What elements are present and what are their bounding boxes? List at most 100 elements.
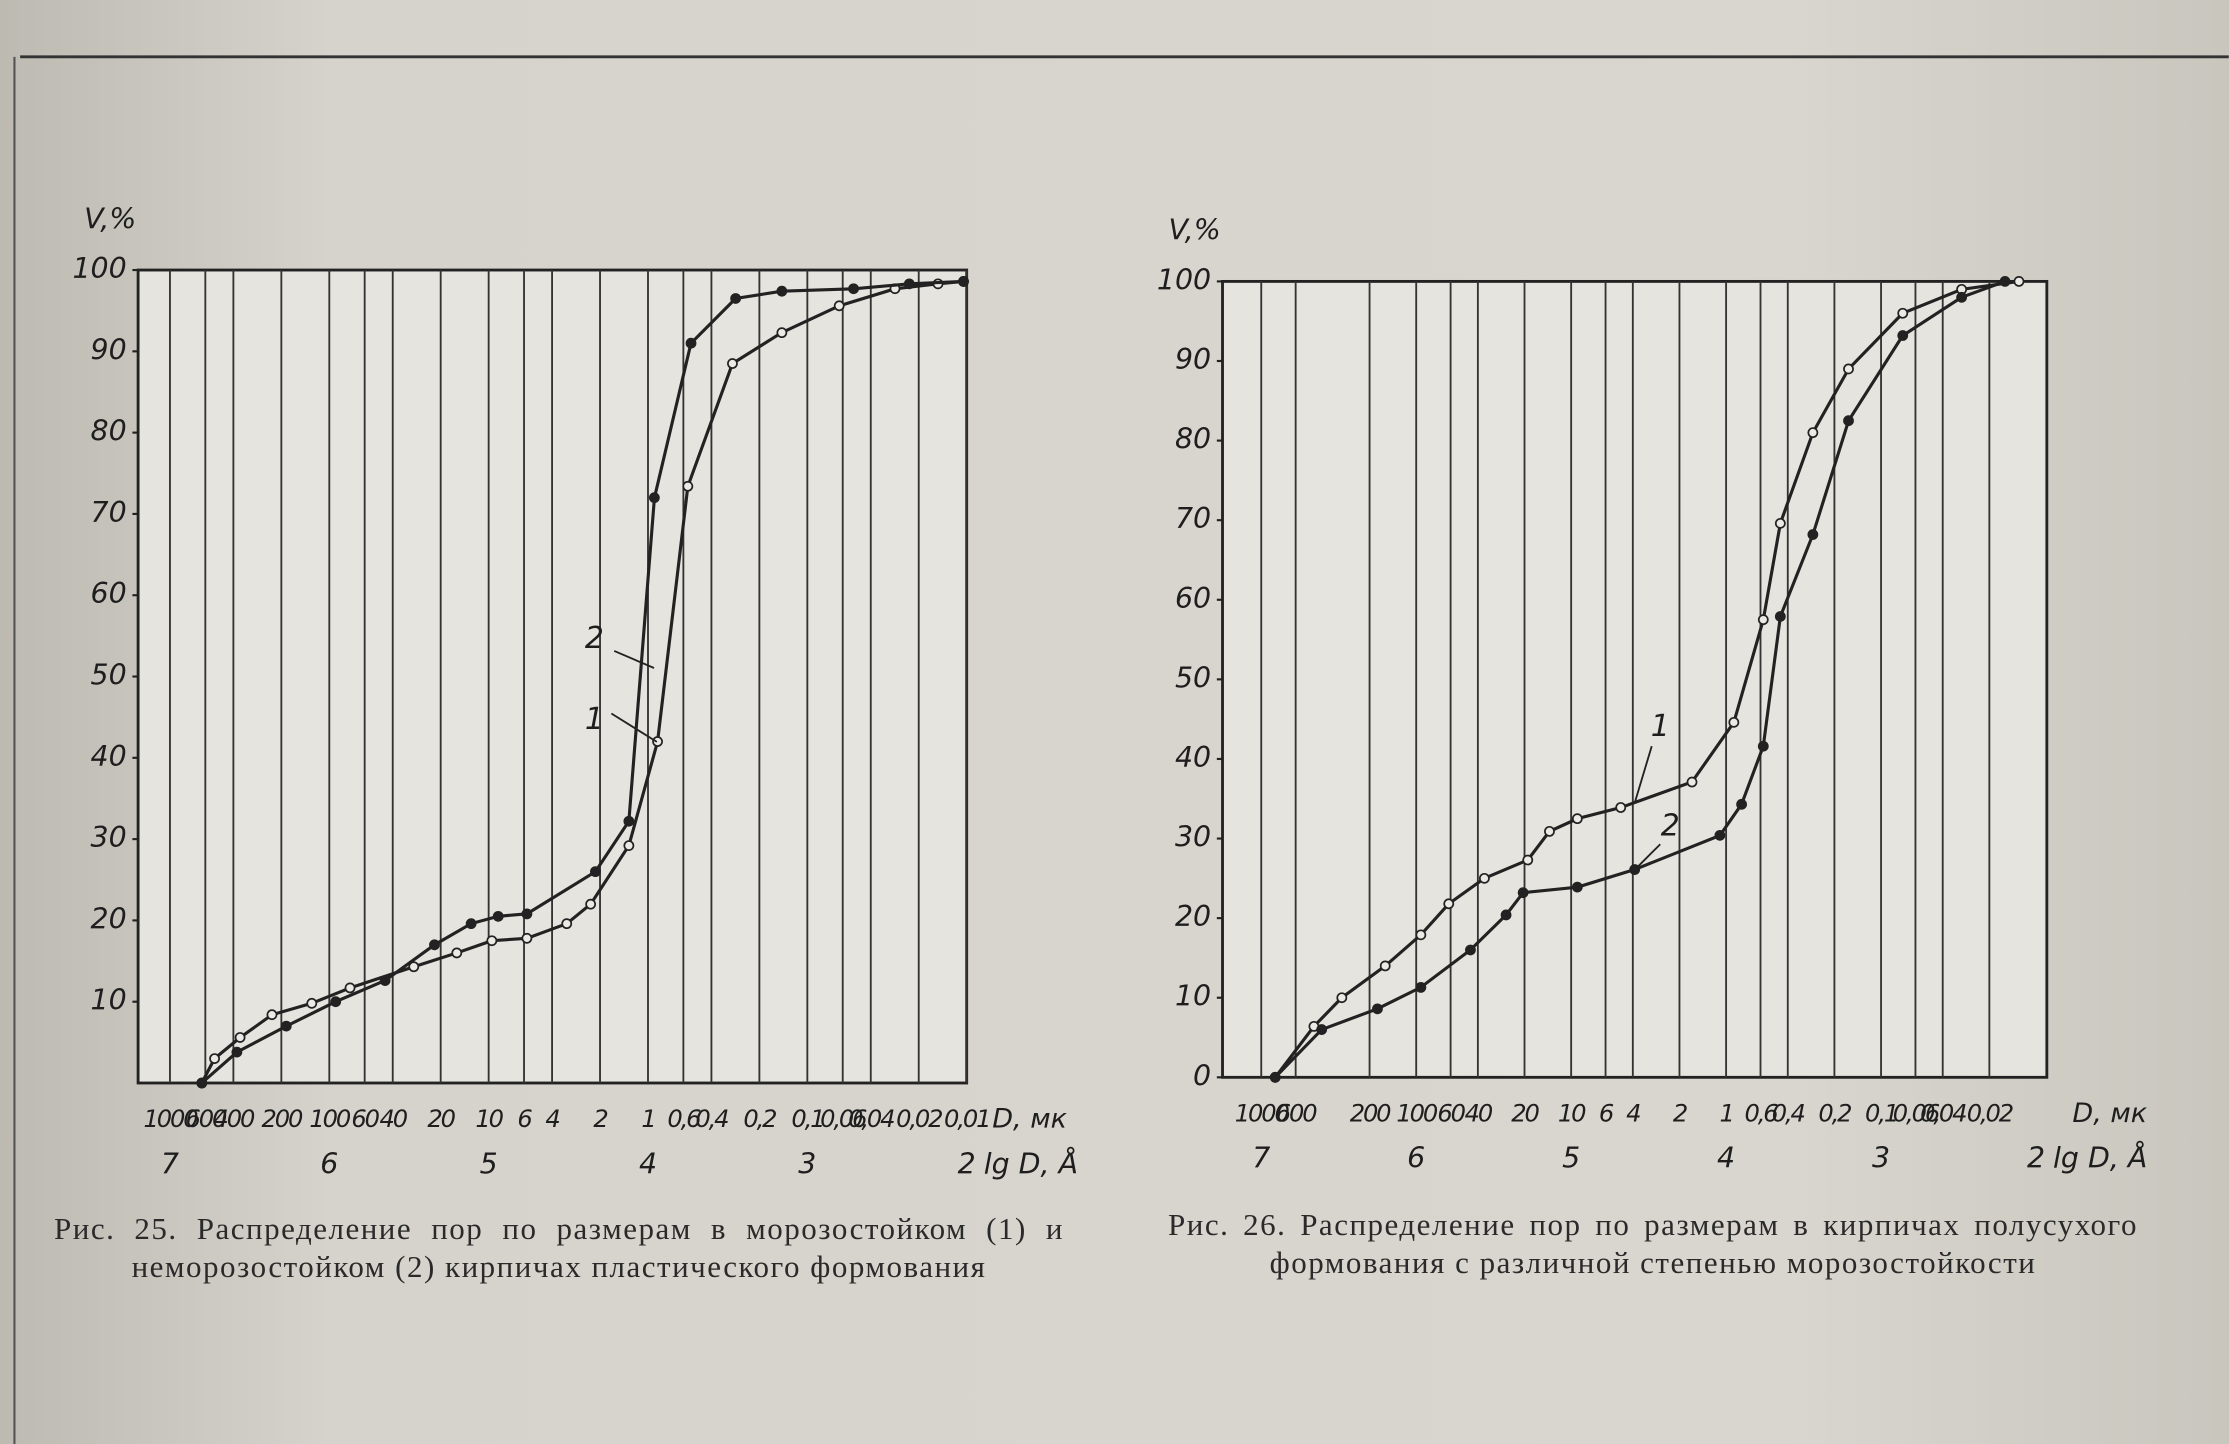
data-point: [280, 1020, 292, 1032]
leader-line: [1634, 843, 1661, 871]
data-point: [776, 285, 788, 297]
data-point: [1897, 330, 1909, 341]
data-point: [682, 480, 694, 492]
data-point: [521, 932, 533, 944]
x-tick-label: 60: [1437, 1099, 1465, 1127]
data-point: [623, 840, 635, 852]
data-point: [1517, 887, 1529, 899]
x-tick-label: 10: [1558, 1099, 1586, 1127]
data-point: [685, 337, 697, 349]
data-point: [1544, 825, 1555, 837]
data-point: [429, 939, 440, 951]
x-tick-label: 20: [1511, 1099, 1539, 1127]
data-point: [590, 866, 601, 878]
data-point: [1500, 909, 1512, 921]
data-point: [585, 898, 597, 910]
data-point: [1843, 363, 1854, 375]
data-point: [1336, 992, 1348, 1004]
data-point: [231, 1046, 243, 1058]
x2-tick-label: 2: [2027, 1142, 2045, 1175]
y-tick-label: 30: [1175, 821, 1211, 854]
data-point: [1372, 1003, 1383, 1015]
x2-axis-label: lg D, Å: [2053, 1141, 2147, 1175]
y-tick-label: 10: [1175, 980, 1211, 1013]
x2-axis-label: lg D, Å: [984, 1146, 1078, 1180]
x2-tick-label: 5: [1562, 1142, 1580, 1175]
data-point: [727, 358, 738, 369]
data-point: [1615, 802, 1627, 813]
curve-label: 2: [1661, 809, 1680, 844]
x2-tick-label: 7: [1252, 1142, 1270, 1175]
data-point: [234, 1032, 246, 1043]
data-point: [492, 910, 504, 922]
x-tick-label: 6: [1599, 1099, 1614, 1127]
y-tick-label: 20: [91, 902, 127, 935]
data-point: [1686, 776, 1698, 788]
x-tick-label: 0,02: [1967, 1099, 2013, 1127]
x-axis-label: D, мк: [2072, 1098, 2147, 1129]
data-point: [1379, 960, 1391, 972]
y-tick-label: 80: [1175, 423, 1211, 456]
y-tick-label: 90: [1175, 343, 1211, 376]
data-point: [648, 492, 660, 504]
leader-line: [1633, 745, 1653, 804]
data-point: [1269, 1071, 1281, 1083]
data-point: [330, 996, 342, 1008]
data-point: [833, 300, 845, 312]
y-tick-label: 90: [91, 333, 127, 366]
x-tick-label: 20: [427, 1105, 455, 1133]
x-tick-label: 40: [379, 1105, 407, 1133]
x-tick-label: 200: [261, 1105, 302, 1133]
x2-tick-label: 6: [320, 1147, 338, 1180]
x-tick-label: 600: [185, 1105, 226, 1133]
leader-line: [613, 650, 655, 669]
data-point: [1999, 276, 2011, 287]
curve-label: 1: [1651, 709, 1670, 744]
data-point: [344, 982, 356, 994]
x-tick-label: 0,1: [791, 1105, 823, 1133]
caption: Рис. 25. Распределение пор по размерам в…: [54, 1211, 1064, 1284]
x-tick-label: 600: [1276, 1099, 1317, 1127]
x-tick-label: 1: [641, 1105, 654, 1133]
x-tick-label: 100: [1396, 1099, 1437, 1127]
x-tick-label: 0,04: [848, 1105, 894, 1133]
x2-tick-label: 6: [1407, 1142, 1425, 1175]
y-tick-label: 60: [91, 577, 127, 610]
x-tick-label: 2: [1673, 1099, 1687, 1127]
x-tick-label: 0,01: [944, 1105, 989, 1133]
x-tick-label: 0,1: [1865, 1099, 1897, 1127]
x-tick-label: 200: [1350, 1099, 1391, 1127]
series-line: [1273, 279, 2020, 1079]
series-line: [200, 279, 964, 1085]
data-point: [1843, 415, 1854, 427]
y-tick-label: 70: [1175, 502, 1211, 535]
data-point: [521, 908, 533, 920]
x-tick-label: 0,06: [1893, 1099, 1940, 1127]
x2-tick-label: 5: [480, 1147, 498, 1180]
data-point: [2013, 276, 2025, 287]
y-tick-label: 50: [91, 659, 127, 692]
data-point: [1757, 740, 1769, 752]
data-point: [1478, 872, 1490, 884]
data-point: [1757, 614, 1769, 626]
x-tick-label: 0,02: [896, 1105, 942, 1133]
data-point: [266, 1009, 278, 1021]
y-tick-label: 40: [91, 740, 127, 773]
x-tick-label: 0,2: [743, 1105, 776, 1133]
x-tick-label: 100: [309, 1105, 350, 1133]
x-tick-label: 4: [545, 1105, 559, 1133]
data-point: [1807, 427, 1819, 439]
data-point: [306, 997, 318, 1009]
data-point: [1571, 813, 1583, 825]
x2-tick-label: 2: [958, 1147, 976, 1180]
data-point: [1774, 611, 1786, 622]
curve-label: 1: [585, 702, 604, 737]
data-point: [561, 918, 573, 930]
x-tick-label: 0,6: [667, 1105, 701, 1133]
x-tick-label: 4: [1626, 1099, 1640, 1127]
data-point: [1897, 307, 1909, 319]
data-point: [776, 327, 788, 339]
y-tick-label: 100: [72, 252, 126, 285]
x-tick-label: 1: [1719, 1099, 1732, 1127]
